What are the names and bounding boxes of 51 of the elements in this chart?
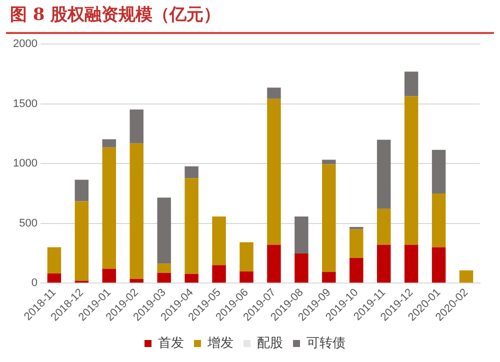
bar xyxy=(102,268,116,283)
bar xyxy=(376,208,391,245)
bar xyxy=(322,160,336,164)
legend-label: 首发 xyxy=(158,336,184,351)
bar xyxy=(459,270,474,283)
bar xyxy=(404,244,418,283)
bar xyxy=(240,271,254,283)
bar xyxy=(130,279,144,283)
y-tick-label: 500 xyxy=(19,217,38,230)
legend-label: 配股 xyxy=(257,336,283,351)
bar xyxy=(47,274,62,283)
bar xyxy=(102,139,116,148)
bar xyxy=(212,265,226,283)
bar xyxy=(212,216,226,266)
bar xyxy=(294,216,308,254)
bar xyxy=(432,193,446,248)
bar xyxy=(350,226,364,230)
bar xyxy=(404,96,418,245)
bar xyxy=(376,140,391,209)
bar xyxy=(267,98,281,245)
chart-title: 图 8 股权融资规模（亿元） xyxy=(6,0,494,34)
y-tick-label: 0 xyxy=(31,277,38,290)
bar xyxy=(240,242,254,272)
bar xyxy=(130,110,144,144)
bar xyxy=(267,244,281,283)
bar xyxy=(350,258,364,283)
bar xyxy=(376,244,391,283)
legend-label: 增发 xyxy=(206,336,234,351)
bar xyxy=(47,247,62,274)
bar xyxy=(322,272,336,283)
bar xyxy=(184,178,198,274)
bar xyxy=(184,274,198,283)
bar xyxy=(157,272,171,283)
y-tick-label: 1000 xyxy=(12,158,38,170)
bar xyxy=(102,147,116,269)
bar xyxy=(432,247,446,283)
y-tick-label: 1500 xyxy=(12,98,38,110)
bar xyxy=(322,164,336,272)
y-tick-label: 2000 xyxy=(12,38,38,50)
bar xyxy=(74,180,89,202)
legend-label: 可转债 xyxy=(306,336,346,351)
bar xyxy=(184,166,198,178)
bar xyxy=(267,88,281,99)
bar xyxy=(74,201,89,281)
bar xyxy=(404,72,418,96)
bar xyxy=(157,264,171,273)
bar xyxy=(350,229,364,258)
bar xyxy=(157,198,171,264)
bar xyxy=(432,150,446,194)
bar xyxy=(130,143,144,280)
bar xyxy=(294,253,308,283)
